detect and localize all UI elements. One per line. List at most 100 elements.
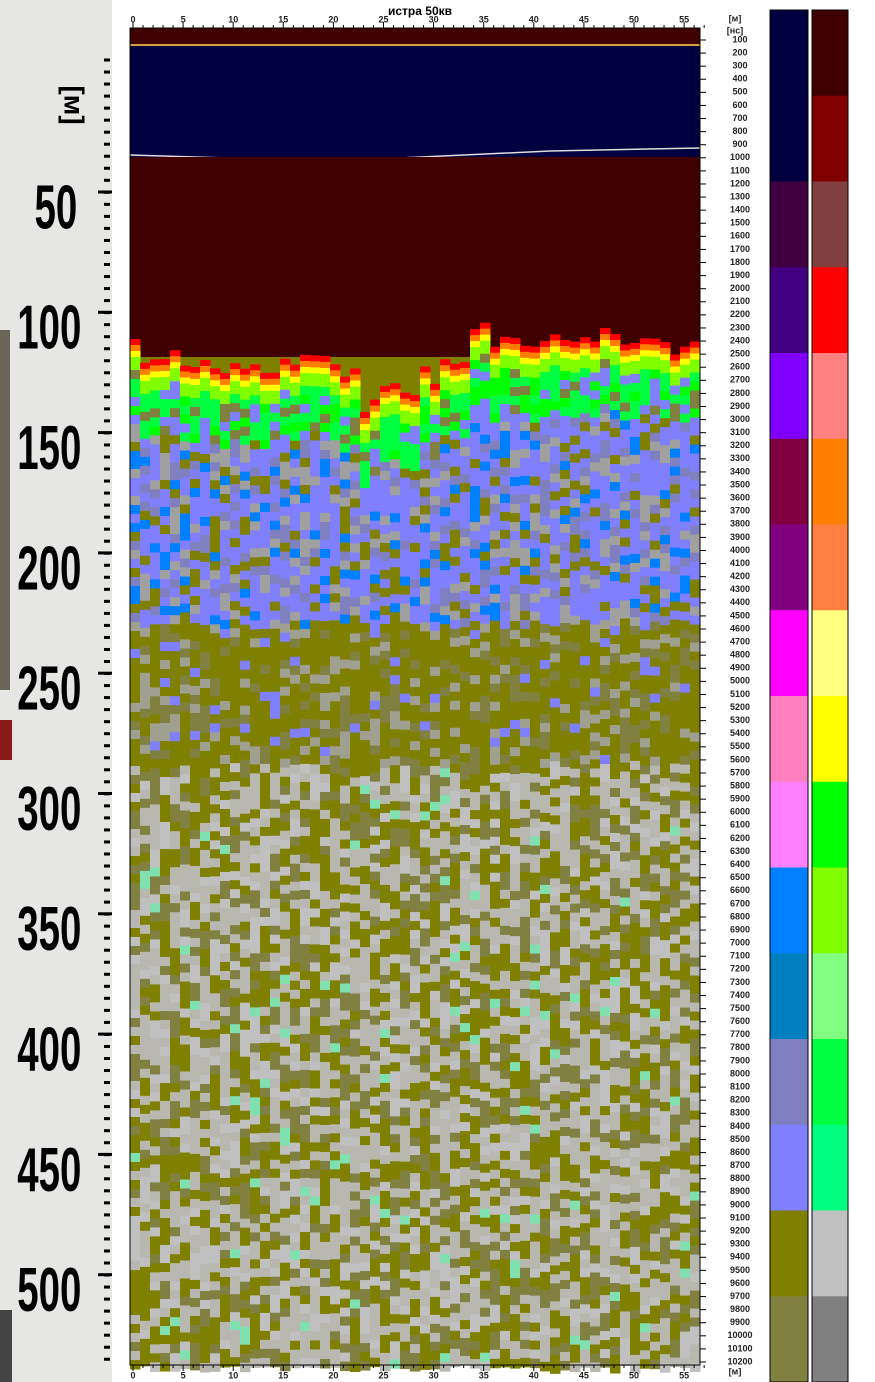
cell bbox=[250, 1052, 261, 1062]
cell bbox=[320, 1341, 331, 1351]
cell bbox=[350, 1345, 361, 1355]
cell bbox=[380, 1074, 391, 1084]
cell bbox=[280, 1344, 291, 1354]
cell bbox=[500, 1187, 511, 1197]
cell bbox=[320, 774, 331, 784]
cell bbox=[400, 694, 411, 704]
cell bbox=[310, 395, 321, 405]
cell bbox=[250, 467, 261, 477]
cell bbox=[480, 876, 491, 886]
cell bbox=[130, 811, 141, 821]
cell bbox=[250, 413, 261, 423]
cell bbox=[180, 469, 191, 479]
cell bbox=[500, 1313, 511, 1323]
cell bbox=[430, 451, 441, 461]
cell bbox=[310, 872, 321, 882]
cell bbox=[400, 1081, 411, 1091]
cell bbox=[330, 719, 341, 729]
cell bbox=[290, 1242, 301, 1252]
cell bbox=[250, 1349, 261, 1359]
cell bbox=[480, 1227, 491, 1237]
cell bbox=[300, 584, 311, 594]
cell bbox=[430, 604, 441, 614]
cell bbox=[160, 957, 171, 967]
cell bbox=[220, 404, 231, 414]
cell bbox=[360, 1271, 371, 1281]
cell bbox=[320, 936, 331, 946]
cell bbox=[350, 877, 361, 887]
cell bbox=[150, 813, 161, 823]
cell bbox=[270, 1043, 281, 1053]
cell bbox=[530, 918, 541, 928]
cell bbox=[430, 631, 441, 641]
cell bbox=[490, 765, 501, 775]
cell bbox=[150, 426, 161, 436]
cell bbox=[490, 1242, 501, 1252]
cell bbox=[440, 1065, 451, 1075]
cell bbox=[130, 1036, 141, 1046]
cell bbox=[190, 632, 201, 642]
cell bbox=[420, 1270, 431, 1280]
cell bbox=[440, 948, 451, 958]
cell bbox=[250, 1178, 261, 1188]
cell bbox=[320, 405, 331, 415]
cell bbox=[130, 676, 141, 686]
cell bbox=[200, 400, 211, 410]
cell bbox=[320, 684, 331, 694]
cell bbox=[350, 508, 361, 518]
cell bbox=[190, 1154, 201, 1164]
cell bbox=[210, 1344, 221, 1354]
cell bbox=[260, 908, 271, 918]
cell bbox=[360, 1010, 371, 1020]
cell bbox=[220, 818, 231, 828]
cell bbox=[470, 1215, 481, 1225]
cell bbox=[470, 1080, 481, 1090]
cell bbox=[420, 982, 431, 992]
cell bbox=[430, 964, 441, 974]
cell bbox=[450, 656, 461, 666]
cell bbox=[530, 1206, 541, 1216]
cell bbox=[210, 1308, 221, 1318]
cell bbox=[280, 426, 291, 436]
cell bbox=[420, 712, 431, 722]
cell bbox=[130, 532, 141, 542]
cell bbox=[220, 1124, 231, 1134]
cell bbox=[200, 1192, 211, 1202]
cell bbox=[230, 475, 241, 485]
cell bbox=[290, 1017, 301, 1027]
cell bbox=[320, 909, 331, 919]
cell bbox=[460, 393, 471, 403]
cell bbox=[430, 730, 441, 740]
cell bbox=[320, 1278, 331, 1288]
cell bbox=[300, 953, 311, 963]
cell bbox=[180, 973, 191, 983]
cell bbox=[340, 1362, 351, 1372]
cell bbox=[380, 831, 391, 841]
cell bbox=[560, 1325, 571, 1335]
cell bbox=[190, 713, 201, 723]
cell bbox=[470, 945, 481, 955]
cell bbox=[230, 511, 241, 521]
cell bbox=[170, 1272, 181, 1282]
cell bbox=[260, 1259, 271, 1269]
cell bbox=[280, 930, 291, 940]
cell bbox=[180, 955, 191, 965]
cell bbox=[210, 597, 221, 607]
cell bbox=[540, 660, 551, 670]
cell bbox=[430, 910, 441, 920]
cell bbox=[330, 1232, 341, 1242]
cell bbox=[280, 435, 291, 445]
cell bbox=[340, 831, 351, 841]
cell bbox=[550, 995, 561, 1005]
cell bbox=[290, 702, 301, 712]
cell bbox=[150, 849, 161, 859]
cell bbox=[390, 1089, 401, 1099]
cell bbox=[190, 524, 201, 534]
cell bbox=[390, 882, 401, 892]
cell bbox=[410, 840, 421, 850]
cell bbox=[150, 1272, 161, 1282]
cell bbox=[560, 587, 571, 597]
cell bbox=[240, 1273, 251, 1283]
cell bbox=[290, 1098, 301, 1108]
cell bbox=[460, 717, 471, 727]
